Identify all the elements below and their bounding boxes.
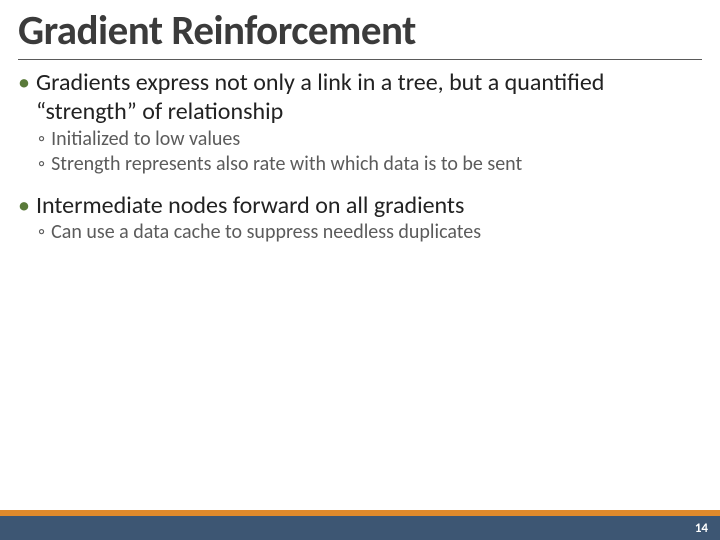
slide-body: • Gradients express not only a link in a… xyxy=(0,68,720,245)
bullet-ring-icon: ◦ xyxy=(38,220,45,245)
bullet-text: Strength represents also rate with which… xyxy=(51,152,522,177)
title-underline xyxy=(18,59,702,60)
footer-main-bar: 14 xyxy=(0,516,720,540)
bullet-lvl1: • Gradients express not only a link in a… xyxy=(18,68,702,127)
bullet-text: Can use a data cache to suppress needles… xyxy=(51,220,481,245)
page-number: 14 xyxy=(695,521,708,536)
bullet-ring-icon: ◦ xyxy=(38,127,45,152)
bullet-dot-icon: • xyxy=(18,68,30,97)
bullet-lvl2: ◦ Initialized to low values xyxy=(38,127,702,152)
bullet-text: Intermediate nodes forward on all gradie… xyxy=(36,191,702,220)
slide: Gradient Reinforcement • Gradients expre… xyxy=(0,0,720,540)
slide-title: Gradient Reinforcement xyxy=(0,0,720,53)
slide-footer: 14 xyxy=(0,510,720,540)
bullet-text: Initialized to low values xyxy=(51,127,240,152)
bullet-dot-icon: • xyxy=(18,191,30,220)
bullet-text: Gradients express not only a link in a t… xyxy=(36,68,702,127)
bullet-lvl2: ◦ Can use a data cache to suppress needl… xyxy=(38,220,702,245)
bullet-lvl2: ◦ Strength represents also rate with whi… xyxy=(38,152,702,177)
bullet-ring-icon: ◦ xyxy=(38,152,45,177)
spacer xyxy=(18,177,702,187)
bullet-lvl1: • Intermediate nodes forward on all grad… xyxy=(18,191,702,220)
